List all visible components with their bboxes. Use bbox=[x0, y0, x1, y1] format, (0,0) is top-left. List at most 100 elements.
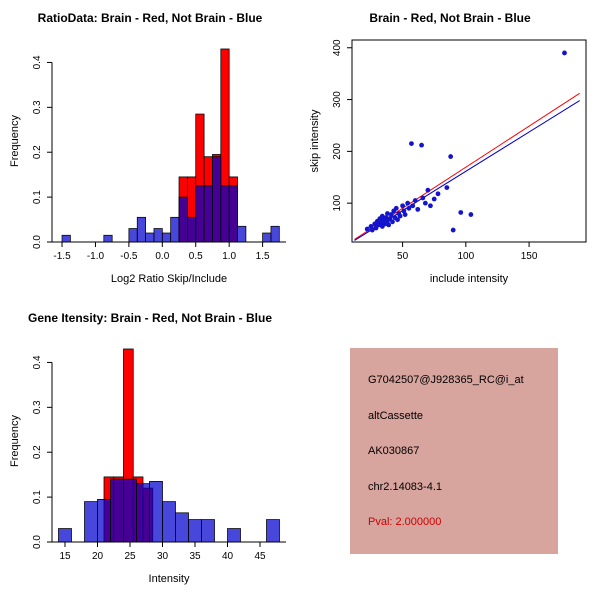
data-point bbox=[435, 191, 441, 197]
histogram-bar bbox=[123, 478, 137, 543]
y-tick-label: 300 bbox=[332, 91, 343, 108]
data-point bbox=[412, 198, 418, 203]
y-axis-label: Frequency bbox=[9, 415, 21, 467]
data-point bbox=[364, 226, 370, 232]
data-point bbox=[450, 227, 456, 233]
histogram-bar bbox=[136, 483, 150, 543]
data-point bbox=[379, 213, 385, 219]
y-axis-label: skip intensity bbox=[309, 109, 321, 172]
fit-line-blue-fit bbox=[354, 100, 580, 241]
bars-not-brain-blue bbox=[58, 478, 280, 543]
y-tick-label: 100 bbox=[332, 194, 343, 211]
info-pval: Pval: 2.000000 bbox=[368, 516, 442, 528]
chart-title: Gene Itensity: Brain - Red, Not Brain - … bbox=[28, 311, 272, 325]
x-axis-label: Log2 Ratio Skip/Include bbox=[111, 273, 227, 285]
y-tick-label: 0.0 bbox=[32, 235, 43, 249]
x-tick-label: 20 bbox=[92, 551, 104, 562]
x-tick-label: 150 bbox=[521, 251, 538, 262]
histogram-bar bbox=[136, 216, 146, 243]
histogram-bar bbox=[237, 225, 247, 243]
data-point bbox=[419, 142, 424, 148]
y-tick-label: 400 bbox=[332, 39, 343, 56]
histogram-bar bbox=[103, 234, 113, 243]
data-point bbox=[386, 222, 392, 228]
data-point bbox=[431, 196, 437, 202]
data-point bbox=[385, 211, 390, 216]
x-tick-label: -1.0 bbox=[87, 251, 105, 262]
data-point bbox=[401, 208, 407, 214]
bars-not-brain-blue bbox=[61, 156, 280, 243]
data-point bbox=[393, 205, 399, 211]
histogram-bar bbox=[145, 232, 155, 243]
histogram-bar bbox=[153, 228, 163, 243]
data-point bbox=[402, 212, 408, 217]
x-tick-label: -0.5 bbox=[120, 251, 138, 262]
data-point bbox=[368, 224, 374, 229]
data-point bbox=[397, 213, 403, 219]
x-tick-label: 25 bbox=[124, 551, 136, 562]
y-tick-label: 0.1 bbox=[32, 190, 43, 204]
data-point bbox=[390, 219, 395, 225]
histogram-bar bbox=[228, 185, 238, 243]
data-point bbox=[400, 203, 405, 209]
histogram-bar bbox=[162, 501, 176, 543]
panel-gene-intensity-histogram: Gene Itensity: Brain - Red, Not Brain - … bbox=[0, 300, 300, 600]
x-axis-label: include intensity bbox=[430, 273, 509, 285]
x-axis-label: Intensity bbox=[149, 573, 190, 585]
y-tick-label: 0.0 bbox=[32, 535, 43, 549]
panel-ratio-histogram: RatioData: Brain - Red, Not Brain - Blue… bbox=[0, 0, 300, 300]
data-point bbox=[420, 195, 426, 201]
histogram-bar bbox=[178, 196, 188, 243]
x-tick-label: 1.5 bbox=[256, 251, 270, 262]
x-tick-label: 30 bbox=[157, 551, 169, 562]
histogram-bar bbox=[270, 225, 280, 243]
histogram-bar bbox=[110, 478, 124, 543]
histogram-bar bbox=[149, 481, 163, 543]
data-point bbox=[395, 217, 400, 223]
histogram-bar bbox=[175, 512, 189, 543]
y-tick-label: 0.3 bbox=[32, 100, 43, 114]
data-point bbox=[444, 185, 450, 191]
info-event-type: altCassette bbox=[368, 409, 424, 422]
y-tick-label: 0.1 bbox=[32, 490, 43, 504]
data-point bbox=[409, 141, 414, 146]
data-point bbox=[369, 227, 375, 233]
info-location: chr2.14083-4.1 bbox=[368, 480, 442, 493]
info-accession: AK030867 bbox=[368, 445, 420, 457]
histogram-bar bbox=[188, 519, 202, 543]
data-point bbox=[405, 200, 411, 206]
y-tick-label: 200 bbox=[332, 143, 343, 160]
data-point bbox=[415, 206, 421, 212]
x-tick-label: 50 bbox=[397, 251, 409, 262]
x-tick-label: 35 bbox=[189, 551, 201, 562]
data-point bbox=[383, 215, 389, 221]
intensity-scatter-chart: Brain - Red, Not Brain - Blue 50 100 150 100… bbox=[309, 11, 587, 285]
panel-intensity-scatter: Brain - Red, Not Brain - Blue 50 100 150 100… bbox=[300, 0, 600, 300]
y-tick-label: 0.4 bbox=[32, 355, 43, 369]
x-tick-label: 0.0 bbox=[155, 251, 169, 262]
x-tick-label: 40 bbox=[222, 551, 234, 562]
histogram-bar bbox=[61, 234, 71, 243]
histogram-bar bbox=[266, 519, 280, 543]
histogram-bar bbox=[262, 232, 272, 243]
info-probe-id: G7042507@J928365_RC@i_at bbox=[368, 374, 524, 386]
panel-info: G7042507@J928365_RC@i_at altCassette AK0… bbox=[300, 300, 600, 600]
data-point bbox=[388, 212, 394, 217]
data-point bbox=[422, 200, 428, 206]
ratio-histogram-chart: RatioData: Brain - Red, Not Brain - Blue… bbox=[9, 11, 286, 285]
histogram-bar bbox=[187, 216, 197, 243]
x-tick-label: 15 bbox=[59, 551, 71, 562]
data-point bbox=[458, 210, 464, 215]
data-point bbox=[410, 203, 416, 209]
y-tick-label: 0.2 bbox=[32, 445, 43, 459]
x-tick-label: 0.5 bbox=[189, 251, 203, 262]
y-axis-label: Frequency bbox=[9, 115, 21, 167]
chart-title: RatioData: Brain - Red, Not Brain - Blue bbox=[38, 11, 263, 25]
histogram-bar bbox=[58, 528, 72, 543]
histogram-bar bbox=[97, 498, 111, 543]
x-tick-label: 100 bbox=[457, 251, 474, 262]
histogram-bar bbox=[128, 228, 138, 243]
histogram-bar bbox=[227, 528, 241, 543]
